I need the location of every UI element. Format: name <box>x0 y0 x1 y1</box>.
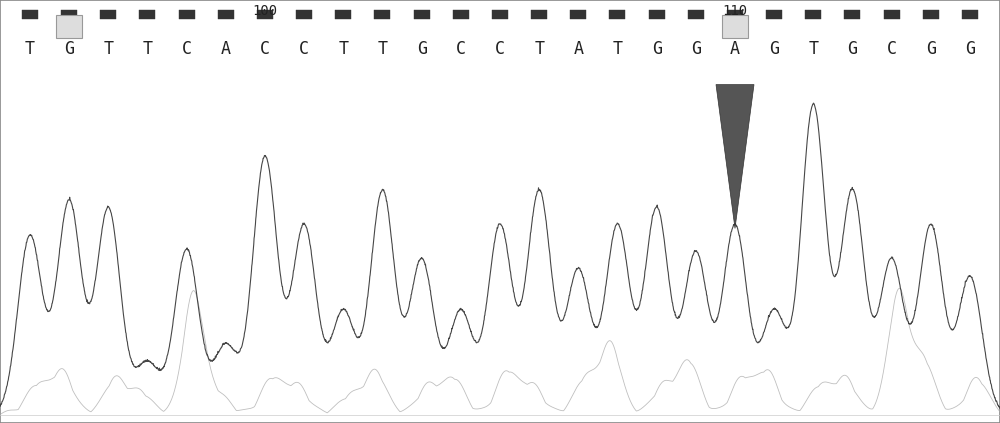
Text: C: C <box>456 40 466 58</box>
Text: C: C <box>260 40 270 58</box>
Bar <box>22 10 38 19</box>
Text: G: G <box>965 40 975 58</box>
Text: T: T <box>143 40 152 58</box>
Text: C: C <box>182 40 192 58</box>
Bar <box>374 10 390 19</box>
Bar <box>257 10 273 19</box>
Text: T: T <box>103 40 113 58</box>
Bar <box>56 15 82 38</box>
Bar <box>609 10 626 19</box>
Bar <box>100 10 116 19</box>
Bar <box>766 10 782 19</box>
Text: G: G <box>769 40 779 58</box>
Text: G: G <box>926 40 936 58</box>
Bar <box>884 10 900 19</box>
Text: T: T <box>377 40 387 58</box>
Bar <box>453 10 469 19</box>
Bar <box>218 10 234 19</box>
Text: T: T <box>534 40 544 58</box>
Bar <box>722 15 748 38</box>
Bar <box>923 10 939 19</box>
Bar <box>570 10 586 19</box>
Text: C: C <box>299 40 309 58</box>
Text: A: A <box>730 40 740 58</box>
Text: A: A <box>573 40 583 58</box>
Text: 110: 110 <box>722 4 748 18</box>
Bar <box>649 10 665 19</box>
Bar <box>844 10 860 19</box>
Text: A: A <box>221 40 231 58</box>
Text: C: C <box>887 40 897 58</box>
Bar <box>414 10 430 19</box>
Text: T: T <box>612 40 622 58</box>
Text: T: T <box>338 40 348 58</box>
Text: C: C <box>495 40 505 58</box>
Bar <box>296 10 312 19</box>
Text: T: T <box>808 40 818 58</box>
Text: T: T <box>25 40 35 58</box>
Bar <box>492 10 508 19</box>
Text: G: G <box>652 40 662 58</box>
Polygon shape <box>716 85 754 228</box>
Bar <box>179 10 195 19</box>
Bar <box>688 10 704 19</box>
Text: G: G <box>691 40 701 58</box>
Bar <box>335 10 351 19</box>
Text: G: G <box>847 40 857 58</box>
Bar <box>139 10 155 19</box>
Bar <box>727 10 743 19</box>
Text: 100: 100 <box>252 4 278 18</box>
Bar <box>805 10 821 19</box>
Text: G: G <box>417 40 427 58</box>
Text: G: G <box>64 40 74 58</box>
Bar <box>962 10 978 19</box>
Bar <box>61 10 77 19</box>
Bar <box>531 10 547 19</box>
